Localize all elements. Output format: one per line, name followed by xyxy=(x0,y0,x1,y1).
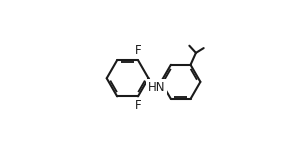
Text: F: F xyxy=(135,44,142,57)
Text: HN: HN xyxy=(148,81,165,94)
Text: F: F xyxy=(135,99,142,112)
